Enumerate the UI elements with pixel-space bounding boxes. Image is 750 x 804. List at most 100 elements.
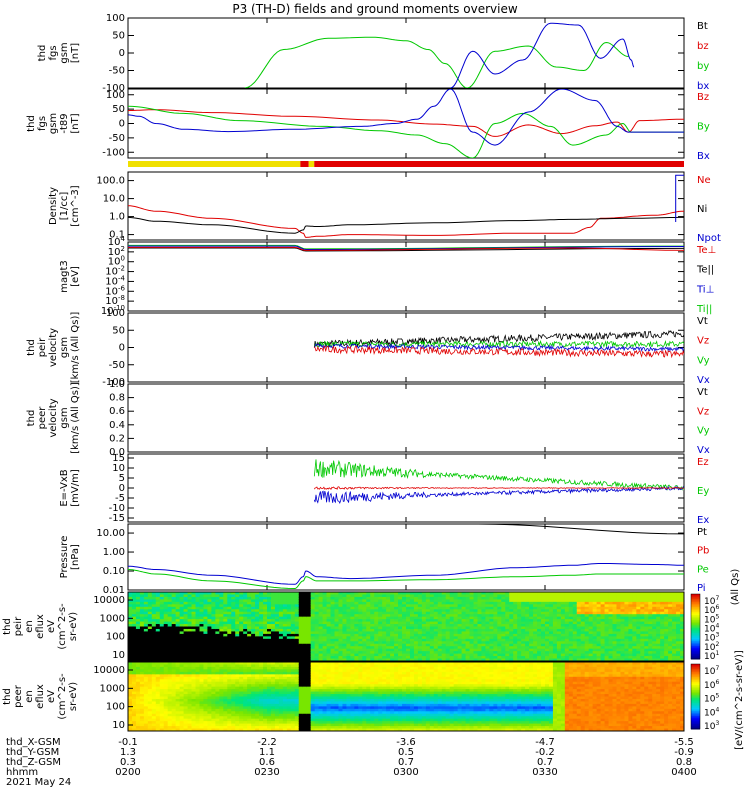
plot-title: P3 (TH-D) fields and ground moments over… — [232, 2, 517, 16]
y-axis-label: E=-VxB — [59, 469, 70, 506]
y-tick-label: 100.0 — [96, 176, 125, 187]
series-line-Ni — [128, 217, 684, 233]
y-axis-label: velocity — [48, 398, 59, 437]
y-axis-label: [eV] — [70, 266, 81, 287]
y-tick-label: 100 — [106, 632, 125, 643]
y-tick-label: 1.00 — [103, 547, 125, 558]
legend-label: Ni — [697, 204, 707, 215]
y-tick-label: 50 — [112, 104, 125, 115]
y-tick-label: 0 — [119, 343, 125, 354]
legend-label: Vy — [697, 355, 710, 366]
panel-frame — [128, 242, 684, 311]
y-tick-label: 10000 — [93, 595, 125, 606]
series-line-Bz — [128, 110, 684, 137]
y-axis-label: thd — [37, 45, 48, 62]
series-line-Ex — [314, 487, 684, 504]
y-axis-label: eflux — [35, 614, 46, 639]
y-tick-label: -100 — [102, 147, 125, 158]
legend-label: Bt — [697, 21, 708, 32]
y-axis-label: (cm^2-s- — [57, 603, 68, 650]
y-axis-label: fgs — [37, 116, 48, 131]
spectrogram-peir_spec — [128, 592, 685, 662]
mode-bar-segment — [314, 161, 684, 167]
legend-label: Te|| — [696, 265, 714, 276]
panel-magt3: magt3[eV]Te⊥Te||Ti⊥Ti|| — [59, 242, 716, 315]
y-tick-label: 0 — [119, 48, 125, 59]
legend-label: Ne — [697, 175, 711, 186]
mode-bar-segment — [128, 161, 300, 167]
y-axis-label: peer — [37, 406, 48, 430]
y-tick-label: -50 — [109, 133, 125, 144]
legend-label: Ex — [697, 515, 709, 526]
series-line-by — [245, 37, 629, 88]
y-tick-label: -15 — [109, 513, 125, 524]
y-tick-label: 10 — [112, 650, 125, 661]
series-group-peir_velocity — [314, 331, 684, 357]
y-tick-label: -50 — [109, 66, 125, 77]
y-tick-label: 100 — [106, 308, 125, 319]
series-group-fgs — [245, 23, 634, 88]
y-tick-label: 10.00 — [96, 528, 125, 539]
y-tick-label: -50 — [109, 360, 125, 371]
y-axis-label: en — [24, 620, 35, 633]
y-tick-label: 1000 — [100, 613, 125, 624]
legend-label: Ti⊥ — [696, 284, 714, 295]
legend-label: bz — [697, 41, 709, 52]
legend-label: Bx — [697, 151, 710, 162]
legend-label: by — [697, 61, 709, 72]
y-tick-label: 50 — [112, 31, 125, 42]
y-axis-label: peir — [37, 337, 48, 357]
series-line-Ey — [314, 459, 684, 490]
right-label: (All Qs) — [730, 569, 741, 606]
y-tick-label: 0.4 — [109, 420, 125, 431]
y-tick-label: 0 — [119, 119, 125, 130]
y-axis-label: thd — [26, 339, 37, 356]
y-axis-label: velocity — [48, 328, 59, 367]
y-tick-label: 100 — [106, 90, 125, 101]
y-tick-label: 1.0 — [109, 379, 125, 390]
legend-label: Vx — [697, 375, 710, 386]
legend-label: Pe — [697, 564, 709, 575]
legend-label: Vz — [697, 336, 709, 347]
y-axis-label: [nPa] — [70, 544, 81, 570]
y-tick-label: 100 — [106, 13, 125, 24]
legend-label: Pi — [697, 583, 706, 594]
y-tick-label: 0.8 — [109, 393, 125, 404]
legend-label: Pb — [697, 546, 709, 557]
series-group-efield — [314, 459, 684, 503]
y-axis-label: [1/cc] — [59, 192, 70, 221]
y-tick-label: 1.0 — [109, 212, 125, 223]
y-axis-label: [cm^-3] — [70, 185, 81, 226]
legend-label: Bz — [697, 92, 709, 103]
legend-label: Vz — [697, 406, 709, 417]
y-axis-label: eV — [46, 620, 57, 633]
legend-label: Vy — [697, 426, 710, 437]
y-axis-label: peir — [13, 616, 24, 636]
panel-frame — [128, 18, 684, 88]
y-axis-label: gsm — [48, 113, 59, 134]
y-axis-label: Pressure — [59, 536, 70, 579]
y-axis-label: Density — [48, 187, 59, 225]
y-axis-label: [km/s (All Qs)] — [70, 382, 81, 454]
mode-bar-segment — [309, 161, 315, 167]
series-line-By — [128, 106, 684, 158]
y-axis-label: [mV/m] — [70, 469, 81, 507]
panel-frame — [128, 89, 684, 158]
y-axis-label: [nT] — [70, 113, 81, 133]
series-group-density — [128, 175, 684, 237]
legend-label: Pt — [697, 527, 707, 538]
y-axis-label: gsm — [59, 407, 70, 428]
y-axis-label: thd — [26, 410, 37, 427]
y-axis-label: [km/s (All Qs)] — [70, 312, 81, 384]
series-line-bx — [451, 23, 635, 88]
y-axis-label: thd — [2, 618, 13, 635]
legend-label: Te⊥ — [696, 245, 716, 256]
